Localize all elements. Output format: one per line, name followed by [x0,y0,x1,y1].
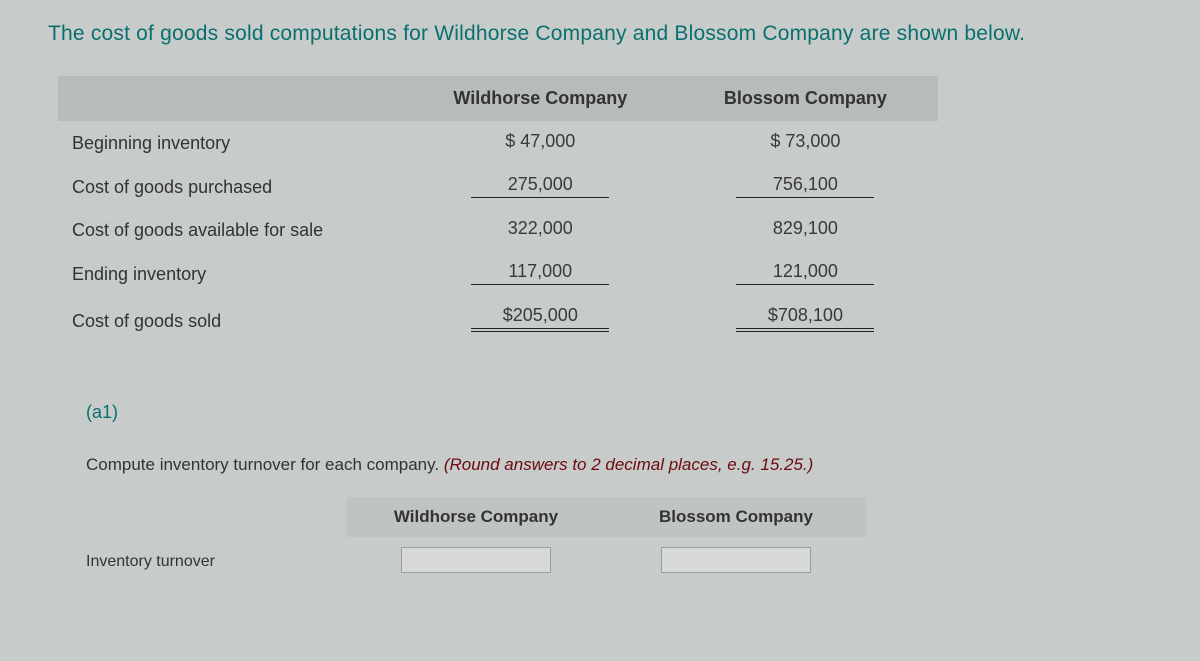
col-header-blossom: Blossom Company [673,76,938,121]
answer-table: Wildhorse Company Blossom Company Invent… [86,497,866,573]
cell-value: $708,100 [736,305,874,332]
answer-col-wildhorse: Wildhorse Company [346,497,606,537]
turnover-input-wildhorse[interactable] [401,547,551,573]
turnover-input-blossom[interactable] [661,547,811,573]
row-label: Cost of goods sold [58,295,408,342]
table-corner [58,76,408,121]
cogs-table: Wildhorse Company Blossom Company Beginn… [58,76,938,342]
table-row: Ending inventory 117,000 121,000 [58,251,938,295]
cell-value: 121,000 [736,261,874,285]
answer-row-label: Inventory turnover [86,537,346,573]
table-row: Cost of goods sold $205,000 $708,100 [58,295,938,342]
cell-value: $ 47,000 [471,131,609,154]
instruction-text: Compute inventory turnover for each comp… [86,455,1172,475]
cell-value: $ 73,000 [736,131,874,154]
col-header-wildhorse: Wildhorse Company [408,76,673,121]
section-label: (a1) [86,402,1172,423]
instruction-hint: (Round answers to 2 decimal places, e.g.… [444,455,813,474]
cell-value: 829,100 [736,218,874,241]
instruction-main: Compute inventory turnover for each comp… [86,455,444,474]
row-label: Cost of goods available for sale [58,208,408,251]
table-row: Cost of goods available for sale 322,000… [58,208,938,251]
answer-corner [86,497,346,537]
row-label: Ending inventory [58,251,408,295]
answer-col-blossom: Blossom Company [606,497,866,537]
cell-value: 117,000 [471,261,609,285]
row-label: Cost of goods purchased [58,164,408,208]
cell-value: 756,100 [736,174,874,198]
row-label: Beginning inventory [58,121,408,164]
cell-value: $205,000 [471,305,609,332]
cell-value: 275,000 [471,174,609,198]
cell-value: 322,000 [471,218,609,241]
table-row: Cost of goods purchased 275,000 756,100 [58,164,938,208]
table-row: Beginning inventory $ 47,000 $ 73,000 [58,121,938,164]
page-title: The cost of goods sold computations for … [48,22,1172,46]
